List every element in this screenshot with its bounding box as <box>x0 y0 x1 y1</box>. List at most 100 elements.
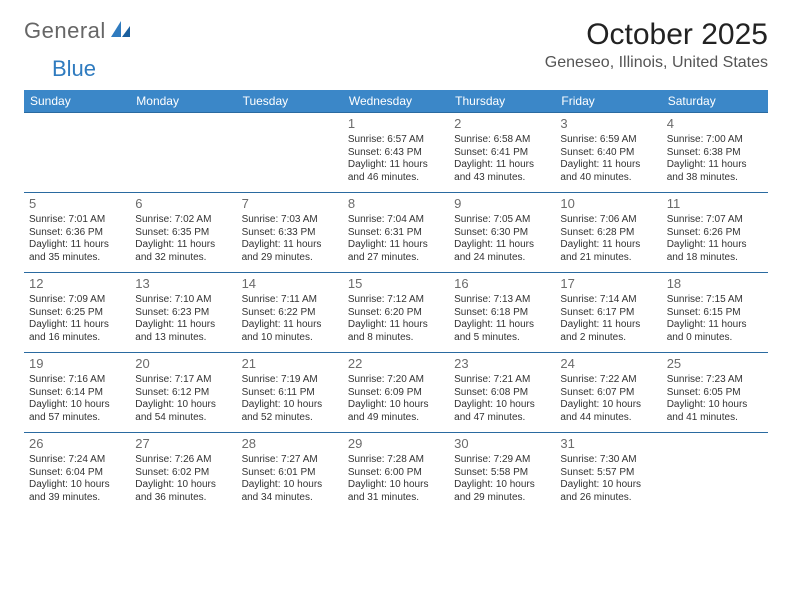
calendar-cell: 19Sunrise: 7:16 AMSunset: 6:14 PMDayligh… <box>24 352 130 432</box>
calendar-cell: 26 Sunrise: 7:24 AMSunset: 6:04 PMDayligh… <box>24 432 130 512</box>
calendar: SundayMondayTuesdayWednesdayThursdayFrid… <box>24 90 768 512</box>
sunset-text: Sunset: 6:41 PM <box>454 147 550 160</box>
sunset-text: Sunset: 6:31 PM <box>348 227 444 240</box>
weekday-label: Wednesday <box>343 90 449 112</box>
sunrise-text: Sunrise: 7:21 AM <box>454 374 550 387</box>
calendar-cell-empty <box>237 112 343 192</box>
calendar-grid: 1Sunrise: 6:57 AMSunset: 6:43 PMDaylight… <box>24 112 768 512</box>
day-number: 31 <box>560 436 656 452</box>
calendar-cell: 7Sunrise: 7:03 AMSunset: 6:33 PMDaylight… <box>237 192 343 272</box>
sunset-text: Sunset: 6:20 PM <box>348 307 444 320</box>
sunrise-text: Sunrise: 7:27 AM <box>242 454 338 467</box>
sunset-text: Sunset: 6:22 PM <box>242 307 338 320</box>
sunrise-text: Sunrise: 6:59 AM <box>560 134 656 147</box>
calendar-cell: 23Sunrise: 7:21 AMSunset: 6:08 PMDayligh… <box>449 352 555 432</box>
sunrise-text: Sunrise: 7:15 AM <box>667 294 763 307</box>
calendar-cell: 9Sunrise: 7:05 AMSunset: 6:30 PMDaylight… <box>449 192 555 272</box>
daylight-text: Daylight: 10 hours and 34 minutes. <box>242 479 338 504</box>
daylight-text: Daylight: 11 hours and 18 minutes. <box>667 239 763 264</box>
calendar-cell: 2Sunrise: 6:58 AMSunset: 6:41 PMDaylight… <box>449 112 555 192</box>
weekday-header: SundayMondayTuesdayWednesdayThursdayFrid… <box>24 90 768 112</box>
day-number: 29 <box>348 436 444 452</box>
day-number: 7 <box>242 196 338 212</box>
sunrise-text: Sunrise: 6:57 AM <box>348 134 444 147</box>
daylight-text: Daylight: 10 hours and 39 minutes. <box>29 479 125 504</box>
calendar-cell: 8Sunrise: 7:04 AMSunset: 6:31 PMDaylight… <box>343 192 449 272</box>
day-number: 13 <box>135 276 231 292</box>
daylight-text: Daylight: 10 hours and 44 minutes. <box>560 399 656 424</box>
calendar-cell: 18Sunrise: 7:15 AMSunset: 6:15 PMDayligh… <box>662 272 768 352</box>
day-number: 10 <box>560 196 656 212</box>
day-number: 16 <box>454 276 550 292</box>
day-number: 20 <box>135 356 231 372</box>
sunset-text: Sunset: 5:58 PM <box>454 467 550 480</box>
sunrise-text: Sunrise: 7:12 AM <box>348 294 444 307</box>
weekday-label: Sunday <box>24 90 130 112</box>
sunset-text: Sunset: 6:08 PM <box>454 387 550 400</box>
sunrise-text: Sunrise: 7:07 AM <box>667 214 763 227</box>
sunrise-text: Sunrise: 7:14 AM <box>560 294 656 307</box>
day-number: 3 <box>560 116 656 132</box>
calendar-cell: 5Sunrise: 7:01 AMSunset: 6:36 PMDaylight… <box>24 192 130 272</box>
sunset-text: Sunset: 6:14 PM <box>29 387 125 400</box>
calendar-cell: 4Sunrise: 7:00 AMSunset: 6:38 PMDaylight… <box>662 112 768 192</box>
daylight-text: Daylight: 11 hours and 2 minutes. <box>560 319 656 344</box>
daylight-text: Daylight: 10 hours and 57 minutes. <box>29 399 125 424</box>
calendar-cell: 27Sunrise: 7:26 AMSunset: 6:02 PMDayligh… <box>130 432 236 512</box>
day-number: 22 <box>348 356 444 372</box>
calendar-cell: 24 Sunrise: 7:22 AMSunset: 6:07 PMDayligh… <box>555 352 661 432</box>
sunrise-text: Sunrise: 7:22 AM <box>560 374 656 387</box>
calendar-cell: 30Sunrise: 7:29 AMSunset: 5:58 PMDayligh… <box>449 432 555 512</box>
daylight-text: Daylight: 11 hours and 29 minutes. <box>242 239 338 264</box>
day-number: 24 <box>560 356 656 372</box>
sunset-text: Sunset: 6:40 PM <box>560 147 656 160</box>
sunrise-text: Sunrise: 7:13 AM <box>454 294 550 307</box>
sunset-text: Sunset: 6:25 PM <box>29 307 125 320</box>
calendar-cell: 12Sunrise: 7:09 AMSunset: 6:25 PMDayligh… <box>24 272 130 352</box>
day-number: 1 <box>348 116 444 132</box>
calendar-cell: 10Sunrise: 7:06 AMSunset: 6:28 PMDayligh… <box>555 192 661 272</box>
daylight-text: Daylight: 10 hours and 26 minutes. <box>560 479 656 504</box>
sunset-text: Sunset: 6:15 PM <box>667 307 763 320</box>
calendar-cell: 1Sunrise: 6:57 AMSunset: 6:43 PMDaylight… <box>343 112 449 192</box>
sunrise-text: Sunrise: 7:01 AM <box>29 214 125 227</box>
daylight-text: Daylight: 11 hours and 32 minutes. <box>135 239 231 264</box>
daylight-text: Daylight: 10 hours and 52 minutes. <box>242 399 338 424</box>
title-block: October 2025 Geneseo, Illinois, United S… <box>545 18 768 72</box>
daylight-text: Daylight: 11 hours and 38 minutes. <box>667 159 763 184</box>
calendar-cell: 29Sunrise: 7:28 AMSunset: 6:00 PMDayligh… <box>343 432 449 512</box>
logo-text-blue: Blue <box>52 56 96 82</box>
daylight-text: Daylight: 11 hours and 35 minutes. <box>29 239 125 264</box>
calendar-cell: 15Sunrise: 7:12 AMSunset: 6:20 PMDayligh… <box>343 272 449 352</box>
sunset-text: Sunset: 6:33 PM <box>242 227 338 240</box>
sunset-text: Sunset: 6:23 PM <box>135 307 231 320</box>
sunset-text: Sunset: 6:38 PM <box>667 147 763 160</box>
daylight-text: Daylight: 11 hours and 13 minutes. <box>135 319 231 344</box>
weekday-label: Thursday <box>449 90 555 112</box>
sunrise-text: Sunrise: 7:24 AM <box>29 454 125 467</box>
sunset-text: Sunset: 6:28 PM <box>560 227 656 240</box>
daylight-text: Daylight: 11 hours and 21 minutes. <box>560 239 656 264</box>
day-number: 11 <box>667 196 763 212</box>
day-number: 14 <box>242 276 338 292</box>
day-number: 18 <box>667 276 763 292</box>
day-number: 19 <box>29 356 125 372</box>
sunrise-text: Sunrise: 7:04 AM <box>348 214 444 227</box>
page-title: October 2025 <box>545 18 768 52</box>
sunset-text: Sunset: 6:01 PM <box>242 467 338 480</box>
calendar-cell-empty <box>662 432 768 512</box>
sunset-text: Sunset: 6:17 PM <box>560 307 656 320</box>
calendar-cell: 11Sunrise: 7:07 AMSunset: 6:26 PMDayligh… <box>662 192 768 272</box>
sunset-text: Sunset: 6:07 PM <box>560 387 656 400</box>
daylight-text: Daylight: 11 hours and 40 minutes. <box>560 159 656 184</box>
sunrise-text: Sunrise: 7:05 AM <box>454 214 550 227</box>
daylight-text: Daylight: 10 hours and 36 minutes. <box>135 479 231 504</box>
calendar-cell: 16Sunrise: 7:13 AMSunset: 6:18 PMDayligh… <box>449 272 555 352</box>
day-number: 26 <box>29 436 125 452</box>
daylight-text: Daylight: 11 hours and 46 minutes. <box>348 159 444 184</box>
sunrise-text: Sunrise: 7:11 AM <box>242 294 338 307</box>
day-number: 25 <box>667 356 763 372</box>
logo: General <box>24 18 134 44</box>
sunset-text: Sunset: 6:04 PM <box>29 467 125 480</box>
daylight-text: Daylight: 11 hours and 5 minutes. <box>454 319 550 344</box>
